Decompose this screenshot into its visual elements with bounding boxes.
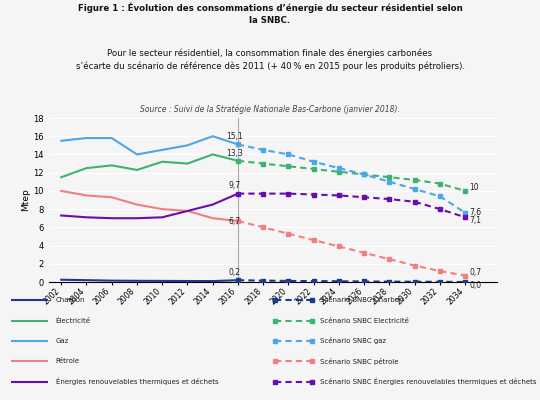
Text: Gaz: Gaz [56,338,69,344]
Text: Pour le secteur résidentiel, la consommation finale des énergies carbonées
s’éca: Pour le secteur résidentiel, la consomma… [76,49,464,71]
Text: 7,1: 7,1 [469,216,481,225]
Text: Pétrole: Pétrole [56,358,80,364]
Text: Scénario SNBC Charbon: Scénario SNBC Charbon [320,297,403,303]
Text: 0,2: 0,2 [228,268,240,277]
Text: Figure 1 : Évolution des consommations d’énergie du secteur résidentiel selon
la: Figure 1 : Évolution des consommations d… [78,2,462,25]
Text: 7,6: 7,6 [469,208,481,217]
Text: 0,0: 0,0 [469,281,481,290]
Text: 13,3: 13,3 [226,149,242,158]
Text: Scénario SNBC gaz: Scénario SNBC gaz [320,338,387,344]
Text: Électricité: Électricité [56,318,91,324]
Text: 9,7: 9,7 [228,182,240,190]
Text: 6,7: 6,7 [228,217,240,226]
Text: Scénario SNBC pétrole: Scénario SNBC pétrole [320,358,399,365]
Text: Source : Suivi de la Stratégie Nationale Bas-Carbone (janvier 2018).: Source : Suivi de la Stratégie Nationale… [140,104,400,114]
Text: 0,7: 0,7 [469,268,481,277]
Text: 10: 10 [469,183,478,192]
Text: 15,1: 15,1 [226,132,242,141]
Y-axis label: Mtep: Mtep [22,189,30,211]
Text: Scénario SNBC Electricité: Scénario SNBC Electricité [320,318,409,324]
Text: Charbon: Charbon [56,297,85,303]
Text: Scénario SNBC Énergies renouvelables thermiques et déchets: Scénario SNBC Énergies renouvelables the… [320,378,537,386]
Text: Énergies renouvelables thermiques et déchets: Énergies renouvelables thermiques et déc… [56,378,218,386]
